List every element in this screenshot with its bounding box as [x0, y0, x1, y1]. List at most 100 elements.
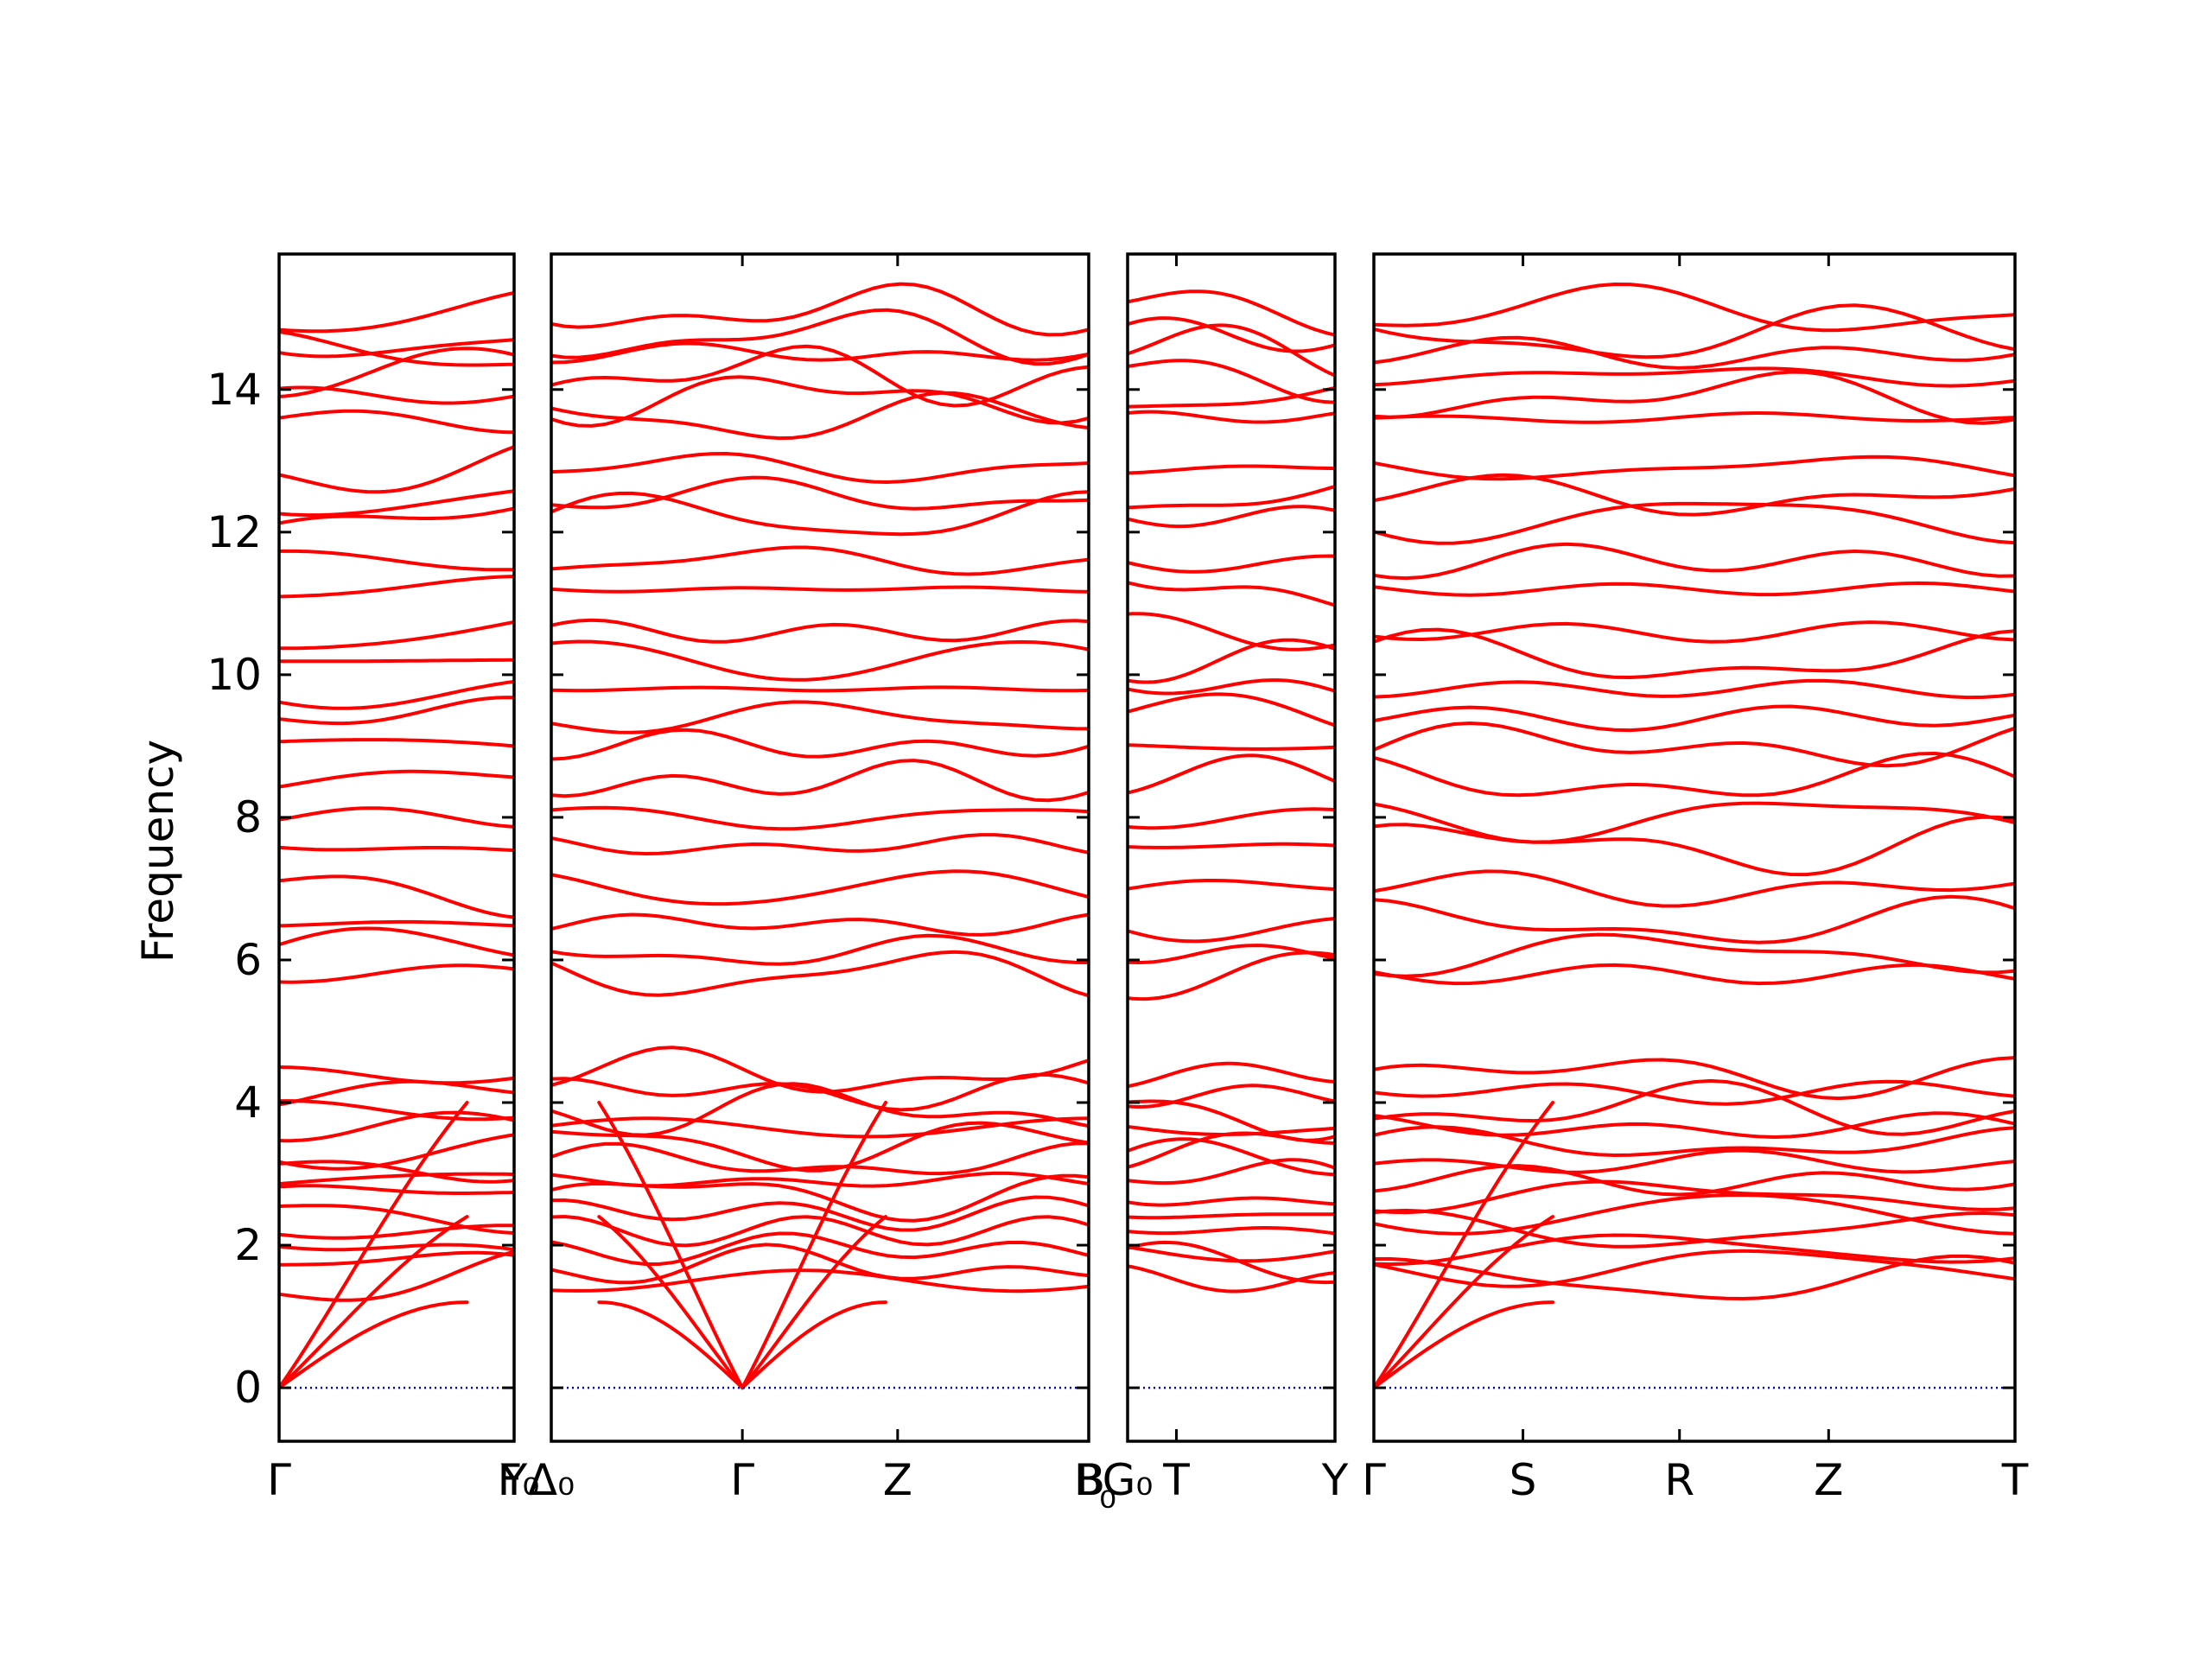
band-line	[279, 769, 514, 789]
band-line	[1374, 1079, 2015, 1106]
band-line	[279, 290, 514, 334]
band-line	[1374, 581, 2015, 597]
band-line	[1128, 1226, 1335, 1236]
x-tick-label: R	[1664, 1455, 1694, 1505]
band-line	[551, 1116, 1089, 1139]
band-line	[1374, 801, 2015, 844]
band-line	[1374, 1125, 2015, 1157]
band-line	[279, 330, 514, 367]
band-line	[1374, 1254, 2015, 1300]
band-line	[279, 346, 514, 398]
band-line	[1374, 894, 2015, 944]
band-lines	[1374, 283, 2015, 1390]
x-tick-label: Γ	[267, 1455, 291, 1505]
band-line	[279, 1099, 514, 1122]
x-tick-label: Y	[500, 1455, 528, 1505]
band-line	[1374, 303, 2015, 359]
band-line	[551, 728, 1089, 761]
band-line	[279, 1243, 514, 1252]
band-line	[551, 1141, 1089, 1176]
band-line	[551, 933, 1089, 966]
band-line	[1128, 1245, 1335, 1263]
band-line	[551, 1243, 1089, 1285]
band-line	[551, 490, 1089, 537]
y-tick-label: 4	[234, 1077, 262, 1128]
panel-3: G₀ T Y	[1103, 252, 1349, 1505]
band-line	[551, 912, 1089, 937]
band-lines	[1128, 289, 1335, 1294]
band-line	[279, 620, 514, 651]
band-line	[1128, 359, 1335, 404]
band-line	[1374, 620, 2015, 644]
band-line	[1128, 464, 1335, 475]
band-line	[551, 1046, 1089, 1094]
band-line	[551, 759, 1089, 803]
band-line	[551, 545, 1089, 576]
x-tick-label: Y	[1321, 1455, 1349, 1505]
band-line	[279, 445, 514, 494]
band-line	[1374, 869, 2015, 908]
band-line	[279, 506, 514, 525]
band-line	[279, 845, 514, 853]
band-line	[1128, 554, 1335, 574]
y-axis-label: Frequency	[133, 740, 183, 963]
band-line	[1128, 1124, 1335, 1136]
band-line	[551, 1171, 1089, 1188]
band-line	[1374, 1164, 2015, 1197]
band-line	[279, 658, 514, 664]
band-line	[279, 696, 514, 726]
band-line	[1128, 1137, 1335, 1177]
band-line	[1374, 411, 2015, 424]
band-line	[279, 385, 514, 405]
y-tick-label: 10	[207, 650, 262, 700]
band-line	[551, 1082, 1089, 1137]
band-line	[1128, 316, 1335, 353]
band-line	[551, 308, 1089, 366]
acoustic-branch	[1374, 1101, 1555, 1390]
panel-frame	[550, 252, 1090, 1443]
band-line	[1374, 963, 2015, 986]
band-line	[279, 575, 514, 599]
band-line	[1128, 807, 1335, 830]
band-line	[1128, 842, 1335, 849]
band-line	[1374, 1148, 2015, 1174]
acoustic-branch	[1374, 1300, 1555, 1390]
band-line	[551, 341, 1089, 365]
band-line	[279, 919, 514, 928]
band-lines	[279, 290, 514, 1390]
band-lines	[551, 282, 1089, 1390]
panel-frame	[277, 252, 516, 1443]
band-line	[551, 1268, 1089, 1294]
band-line	[1128, 917, 1335, 944]
band-line	[279, 738, 514, 748]
band-line	[551, 1231, 1089, 1266]
band-line	[1128, 1099, 1335, 1142]
band-line	[279, 1079, 514, 1107]
panel-2: Δ₀ Γ Z B	[528, 252, 1103, 1505]
panel-frame	[1372, 252, 2017, 1443]
x-tick-label: S	[1510, 1455, 1537, 1505]
y-tick-label: 14	[207, 365, 262, 415]
boundary-label: B	[1076, 1455, 1105, 1505]
band-line	[1128, 1158, 1335, 1185]
band-line	[1128, 1240, 1335, 1285]
band-line	[551, 805, 1089, 831]
band-line	[1374, 678, 2015, 700]
acoustic-branch	[597, 1300, 745, 1390]
band-line	[551, 700, 1089, 734]
y-tick-label: 12	[207, 507, 262, 557]
y-tick-label: 6	[234, 935, 262, 985]
band-line	[1374, 542, 2015, 581]
band-line	[551, 950, 1089, 998]
band-line	[551, 833, 1089, 855]
band-line	[279, 963, 514, 984]
band-line	[551, 1195, 1089, 1232]
band-line	[1128, 950, 1335, 1001]
band-line	[551, 391, 1089, 441]
band-line	[279, 549, 514, 572]
band-line	[279, 1250, 514, 1267]
acoustic-branch	[1374, 1215, 1555, 1390]
y-tick-label: 8	[234, 792, 262, 842]
